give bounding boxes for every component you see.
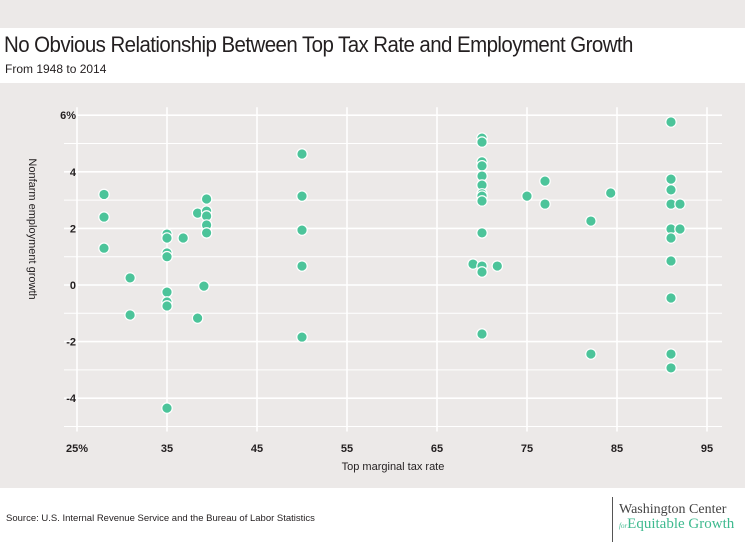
data-point [665,292,677,304]
grid [64,107,722,432]
x-tick-label: 45 [251,443,263,455]
x-tick-label: 65 [431,443,443,455]
data-point [161,286,173,298]
x-tick-label: 35 [161,443,173,455]
data-point [476,136,488,148]
data-point [674,198,686,210]
data-point [604,187,617,199]
source-note: Source: U.S. Internal Revenue Service an… [6,513,315,524]
logo-line2-text: Equitable Growth [627,516,735,532]
data-point [476,160,488,172]
logo-for: for [619,522,628,530]
data-point [491,260,504,272]
x-axis-ticks: 25% 35 45 55 65 75 85 95 [66,443,713,455]
data-point [177,232,189,244]
data-point [476,266,488,278]
data-point [665,255,677,267]
data-point [200,193,213,205]
data-point [585,215,597,227]
data-point [665,116,677,128]
data-point [665,348,677,360]
data-point [521,190,533,202]
data-point [665,184,677,196]
data-point [665,232,677,244]
data-point [161,232,173,244]
data-point [98,188,110,201]
data-point [124,272,136,284]
data-point [539,198,551,210]
x-tick-label: 95 [701,443,713,455]
y-tick-label: 4 [70,167,77,179]
data-point [665,362,677,374]
logo-line1: Washington Center [619,502,727,517]
y-tick-label: -4 [66,393,77,405]
data-point [98,242,110,255]
data-point [585,348,597,360]
data-point [124,309,136,321]
y-tick-label: 2 [70,223,76,235]
x-tick-label: 55 [341,443,353,455]
data-point [476,195,488,207]
data-point [539,175,551,187]
logo-line2: forEquitable Growth [619,517,734,534]
data-point [296,224,308,236]
data-point [674,223,686,235]
organization-logo: Washington Center forEquitable Growth [619,502,734,534]
x-tick-label: 85 [611,443,623,455]
data-point [665,173,677,185]
data-point [476,227,488,239]
scatter-chart: 6% 4 2 0 -2 -4 25% 35 45 55 65 75 85 95 Top marginal… [26,107,722,473]
x-tick-label: 25% [66,443,88,455]
y-axis-label: Nonfarm employment growth [26,158,38,299]
data-point [161,250,173,263]
data-point [98,211,110,223]
title-band: No Obvious Relationship Between Top Tax … [0,28,745,83]
data-point [200,227,213,239]
chart-title: No Obvious Relationship Between Top Tax … [4,32,633,57]
data-point [296,260,308,272]
data-point [296,331,308,343]
y-tick-label: 0 [70,280,76,292]
x-tick-label: 75 [521,443,533,455]
data-point [476,328,488,340]
y-tick-label: -2 [66,337,76,349]
y-tick-label: 6% [60,110,76,122]
y-axis-ticks: 6% 4 2 0 -2 -4 [60,110,77,405]
data-point [161,402,173,414]
data-point [296,190,308,202]
logo-divider [612,497,613,542]
x-axis-label: Top marginal tax rate [342,461,445,473]
footer: Source: U.S. Internal Revenue Service an… [0,488,745,548]
data-point [161,300,173,312]
data-point [198,280,210,292]
chart-subtitle: From 1948 to 2014 [5,62,107,76]
data-points [98,116,686,414]
data-point [296,148,308,160]
data-point [191,312,204,324]
